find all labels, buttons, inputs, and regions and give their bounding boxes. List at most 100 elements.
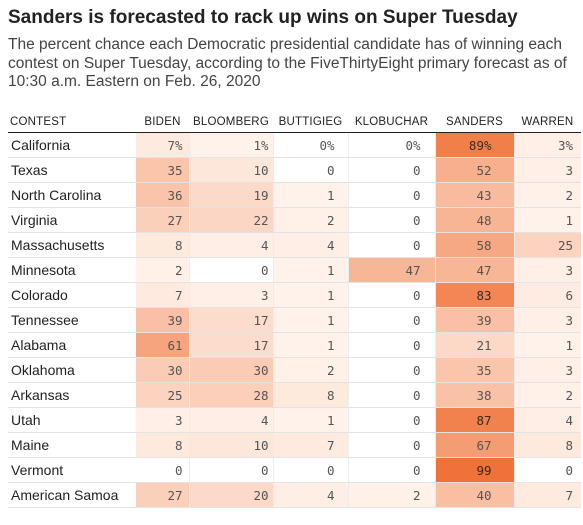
cell-warren: 0 [513,457,581,483]
cell-warren: 25 [513,232,581,258]
cell-buttigieg: 1 [272,307,348,333]
cell-klobuchar: 0 [347,382,435,408]
table-body: California 7% 1% 0% 0% 89% 3% Texas 35 10 0 0 52 3 Nor… [8,132,581,508]
cell-sanders: 43 [434,182,514,208]
cell-biden: 61 [136,332,189,358]
cell-biden: 3 [136,407,189,433]
cell-biden: 27 [136,482,189,508]
cell-sanders: 35 [434,357,514,383]
cell-warren: 1 [513,207,581,233]
contest-name: Maine [8,432,136,458]
table-row: Arkansas 25 28 8 0 38 2 [8,382,581,408]
cell-warren: 6 [513,282,581,308]
cell-klobuchar: 0 [347,232,435,258]
contest-name: Minnesota [8,257,136,283]
cell-warren: 2 [513,182,581,208]
cell-klobuchar: 0 [347,357,435,383]
column-header-klobuchar: KLOBUCHAR [348,112,435,133]
cell-buttigieg: 1 [272,182,348,208]
header-row: CONTEST BIDEN BLOOMBERG BUTTIGIEG KLOBUC… [8,112,581,133]
cell-buttigieg: 2 [272,207,348,233]
cell-biden: 7% [136,132,189,158]
cell-bloomberg: 28 [188,382,273,408]
cell-biden: 27 [136,207,189,233]
cell-klobuchar: 0 [347,457,435,483]
cell-sanders: 87 [434,407,514,433]
cell-warren: 3% [513,132,581,158]
cell-biden: 36 [136,182,189,208]
table-row: Virginia 27 22 2 0 48 1 [8,207,581,233]
cell-bloomberg: 0 [188,457,273,483]
cell-klobuchar: 0% [347,132,435,158]
cell-warren: 2 [513,382,581,408]
cell-klobuchar: 0 [347,307,435,333]
contest-name: Arkansas [8,382,136,408]
cell-sanders: 48 [434,207,514,233]
cell-bloomberg: 4 [188,407,273,433]
cell-klobuchar: 0 [347,182,435,208]
table-row: Alabama 61 17 1 0 21 1 [8,332,581,358]
cell-buttigieg: 4 [272,232,348,258]
cell-klobuchar: 0 [347,432,435,458]
contest-name: North Carolina [8,182,136,208]
cell-sanders: 47 [434,257,514,283]
contest-name: American Samoa [8,482,136,508]
forecast-table: CONTEST BIDEN BLOOMBERG BUTTIGIEG KLOBUC… [8,112,581,508]
chart-title: Sanders is forecasted to rack up wins on… [8,7,518,28]
cell-klobuchar: 0 [347,207,435,233]
table-row: Minnesota 2 0 1 47 47 3 [8,257,581,283]
cell-buttigieg: 0% [272,132,348,158]
chart-subtitle: The percent chance each Democratic presi… [8,36,567,90]
cell-bloomberg: 4 [188,232,273,258]
cell-klobuchar: 2 [347,482,435,508]
cell-klobuchar: 0 [347,157,435,183]
cell-biden: 39 [136,307,189,333]
cell-bloomberg: 3 [188,282,273,308]
cell-klobuchar: 0 [347,332,435,358]
cell-buttigieg: 0 [272,457,348,483]
cell-biden: 0 [136,457,189,483]
cell-buttigieg: 1 [272,257,348,283]
contest-name: Alabama [8,332,136,358]
cell-bloomberg: 17 [188,307,273,333]
table-row: Oklahoma 30 30 2 0 35 3 [8,357,581,383]
cell-buttigieg: 1 [272,407,348,433]
cell-buttigieg: 8 [272,382,348,408]
contest-name: Oklahoma [8,357,136,383]
cell-warren: 7 [513,482,581,508]
table-row: Massachusetts 8 4 4 0 58 25 [8,232,581,258]
cell-klobuchar: 0 [347,282,435,308]
contest-name: California [8,132,136,158]
column-header-buttigieg: BUTTIGIEG [273,112,348,133]
cell-biden: 7 [136,282,189,308]
cell-bloomberg: 19 [188,182,273,208]
cell-buttigieg: 0 [272,157,348,183]
column-header-biden: BIDEN [136,112,189,133]
cell-bloomberg: 22 [188,207,273,233]
cell-biden: 25 [136,382,189,408]
table-row: Texas 35 10 0 0 52 3 [8,157,581,183]
table-row: Vermont 0 0 0 0 99 0 [8,457,581,483]
cell-bloomberg: 30 [188,357,273,383]
column-header-contest: CONTEST [8,112,136,133]
cell-sanders: 67 [434,432,514,458]
cell-biden: 35 [136,157,189,183]
table-row: American Samoa 27 20 4 2 40 7 [8,482,581,508]
table-row: North Carolina 36 19 1 0 43 2 [8,182,581,208]
cell-buttigieg: 4 [272,482,348,508]
cell-warren: 3 [513,157,581,183]
cell-warren: 4 [513,407,581,433]
cell-sanders: 52 [434,157,514,183]
table-row: Tennessee 39 17 1 0 39 3 [8,307,581,333]
contest-name: Colorado [8,282,136,308]
cell-warren: 3 [513,307,581,333]
cell-klobuchar: 0 [347,407,435,433]
table-row: California 7% 1% 0% 0% 89% 3% [8,132,581,158]
cell-sanders: 40 [434,482,514,508]
cell-sanders: 58 [434,232,514,258]
contest-name: Vermont [8,457,136,483]
cell-buttigieg: 2 [272,357,348,383]
column-header-sanders: SANDERS [435,112,514,133]
cell-biden: 2 [136,257,189,283]
cell-sanders: 83 [434,282,514,308]
